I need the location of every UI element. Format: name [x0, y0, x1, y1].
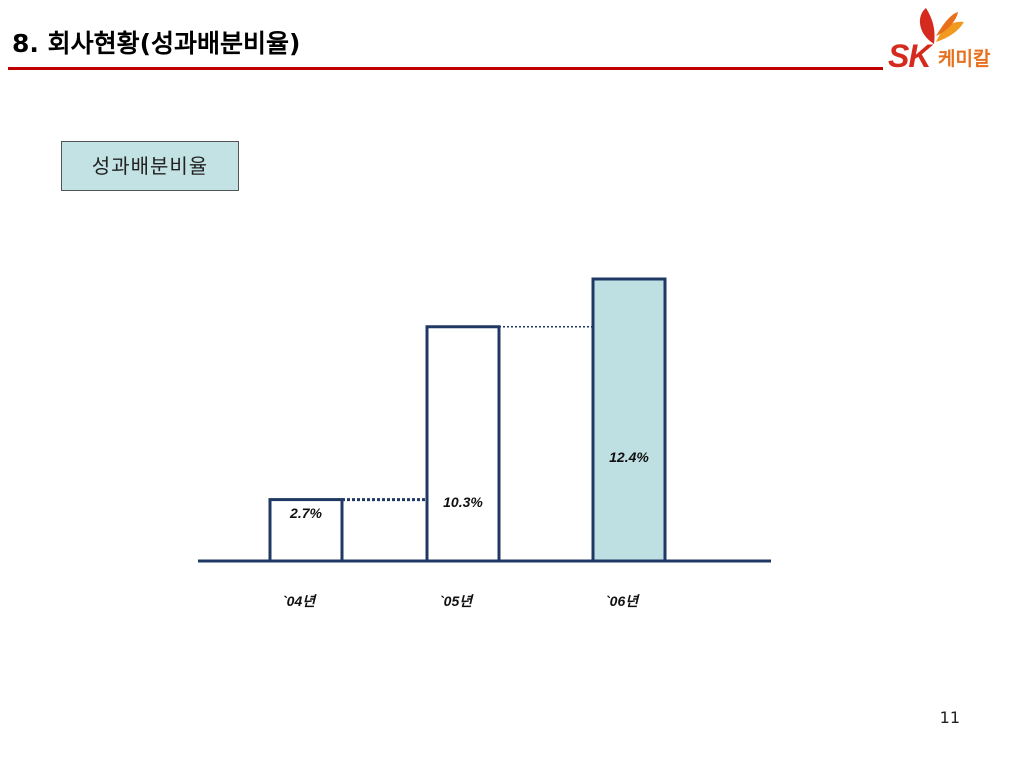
category-label: `06년 [605, 593, 640, 609]
butterfly-logo-icon [919, 8, 964, 44]
category-label: `04년 [282, 593, 317, 609]
title-underline [8, 67, 883, 70]
logo-brand-text: SK [888, 38, 931, 74]
page-number: 11 [939, 708, 960, 727]
bar-3 [591, 277, 667, 563]
data-label: 12.4% [609, 449, 649, 465]
bar-2 [425, 325, 501, 563]
category-label: `05년 [439, 593, 474, 609]
page-title: 8. 회사현황(성과배분비율) [12, 29, 301, 58]
company-logo: SK 케미칼 [886, 6, 1016, 74]
data-label: 2.7% [289, 505, 322, 521]
data-label: 10.3% [443, 494, 483, 510]
chart-label-box: 성과배분비율 [61, 141, 239, 191]
logo-subtitle-text: 케미칼 [938, 48, 991, 70]
